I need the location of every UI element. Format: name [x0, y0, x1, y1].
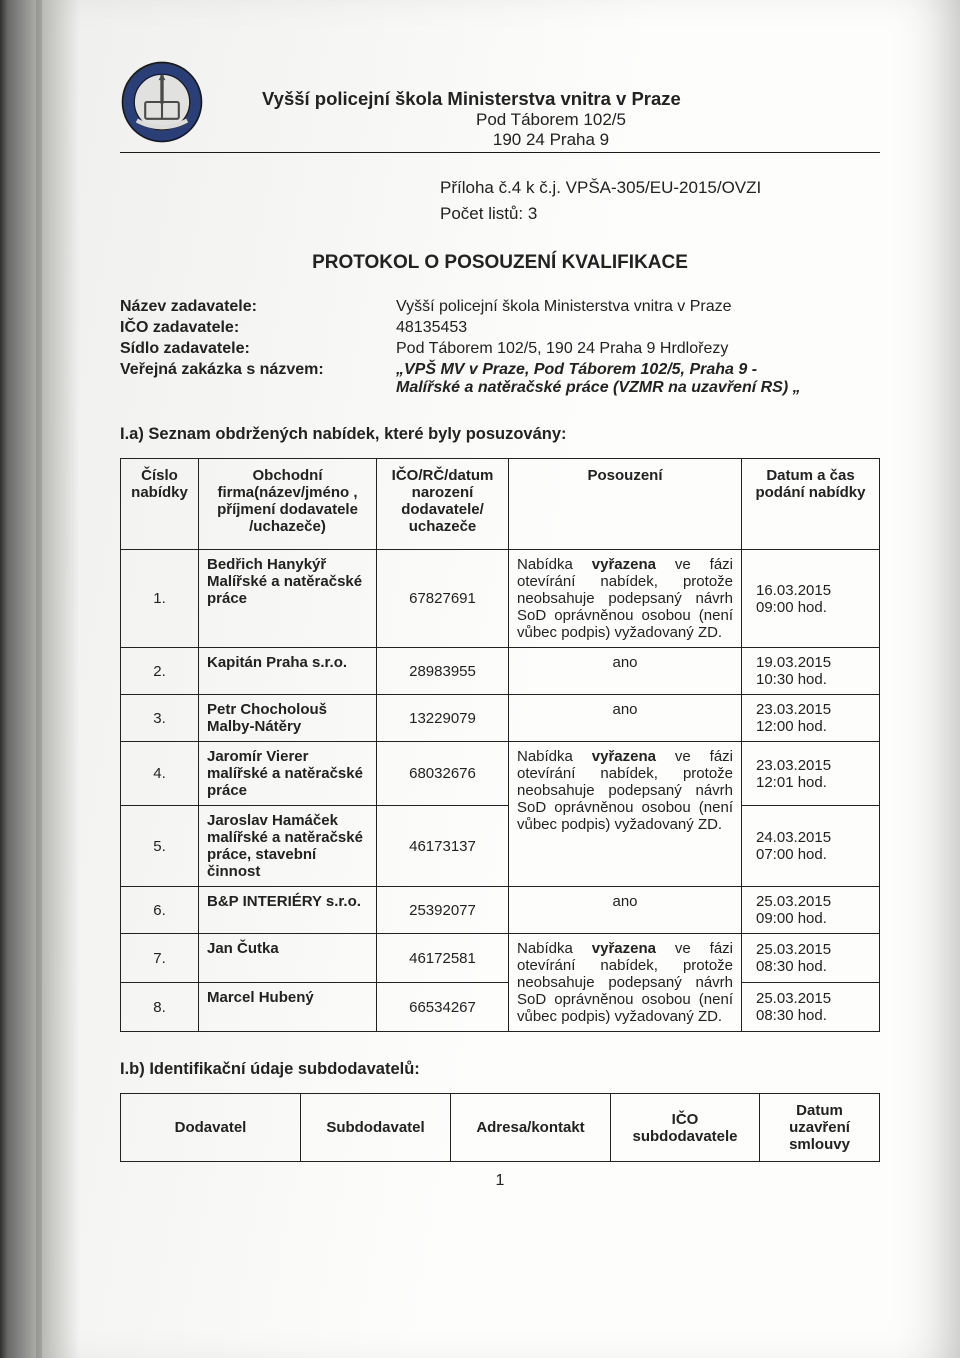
page-number: 1	[120, 1172, 880, 1190]
table-row: 3.Petr Chocholouš Malby-Nátěry13229079an…	[121, 695, 880, 742]
meta-label: Veřejná zakázka s názvem:	[120, 361, 380, 397]
contracting-authority-meta: Název zadavatele: Vyšší policejní škola …	[120, 298, 880, 397]
cell-number: 6.	[121, 887, 199, 934]
cell-firm: Jaromír Vierer malířské a natěračské prá…	[199, 742, 377, 806]
cell-firm: Marcel Hubený	[199, 983, 377, 1032]
table-row: 6.B&P INTERIÉRY s.r.o.25392077ano25.03.2…	[121, 887, 880, 934]
meta-label: Sídlo zadavatele:	[120, 340, 380, 358]
col-number: Číslo nabídky	[121, 459, 199, 550]
contract-name-line1: „VPŠ MV v Praze, Pod Táborem 102/5, Prah…	[396, 361, 757, 378]
table-row: 7.Jan Čutka46172581Nabídka vyřazena ve f…	[121, 934, 880, 983]
cell-assessment: Nabídka vyřazena ve fázi otevírání nabíd…	[509, 934, 742, 1032]
section-b-title: I.b) Identifikační údaje subdodavatelů:	[120, 1060, 880, 1079]
col-address: Adresa/kontakt	[451, 1094, 611, 1162]
col-contract-date: Datum uzavření smlouvy	[760, 1094, 880, 1162]
cell-assessment: Nabídka vyřazena ve fázi otevírání nabíd…	[509, 742, 742, 887]
table-row: 1.Bedřich Hanykýř Malířské a natěračské …	[121, 550, 880, 648]
cell-datetime: 24.03.201507:00 hod.	[742, 806, 880, 887]
cell-number: 3.	[121, 695, 199, 742]
meta-value: Vyšší policejní škola Ministerstva vnitr…	[396, 298, 880, 316]
cell-assessment: ano	[509, 887, 742, 934]
contract-name-line2: Malířské a natěračské práce (VZMR na uza…	[396, 379, 801, 396]
spine-line	[36, 0, 42, 1358]
col-datetime: Datum a čas podání nabídky	[742, 459, 880, 550]
col-supplier: Dodavatel	[121, 1094, 301, 1162]
cell-datetime: 23.03.201512:00 hod.	[742, 695, 880, 742]
table-header-row: Číslo nabídky Obchodní firma(název/jméno…	[121, 459, 880, 550]
letterhead-text: Vyšší policejní škola Ministerstva vnitr…	[222, 88, 880, 150]
cell-number: 7.	[121, 934, 199, 983]
meta-label: Název zadavatele:	[120, 298, 380, 316]
table-row: 2.Kapitán Praha s.r.o.28983955ano19.03.2…	[121, 648, 880, 695]
cell-ico: 46172581	[377, 934, 509, 983]
cell-firm: Jan Čutka	[199, 934, 377, 983]
cell-assessment: ano	[509, 648, 742, 695]
protocol-title: PROTOKOL O POSOUZENÍ KVALIFIKACE	[120, 252, 880, 274]
cell-firm: Jaroslav Hamáček malířské a natěračské p…	[199, 806, 377, 887]
spine-shadow	[0, 0, 80, 1358]
table-header-row: Dodavatel Subdodavatel Adresa/kontakt IČ…	[121, 1094, 880, 1162]
cell-ico: 67827691	[377, 550, 509, 648]
meta-value: Pod Táborem 102/5, 190 24 Praha 9 Hrdloř…	[396, 340, 880, 358]
section-a-title: I.a) Seznam obdržených nabídek, které by…	[120, 425, 880, 444]
cell-datetime: 19.03.201510:30 hod.	[742, 648, 880, 695]
cell-number: 1.	[121, 550, 199, 648]
cell-firm: Bedřich Hanykýř Malířské a natěračské pr…	[199, 550, 377, 648]
subcontractors-table: Dodavatel Subdodavatel Adresa/kontakt IČ…	[120, 1093, 880, 1162]
letterhead: Vyšší policejní škola Ministerstva vnitr…	[120, 60, 880, 153]
table-row: 8.Marcel Hubený66534267 25.03.201508:30 h…	[121, 983, 880, 1032]
attachment-line-1: Příloha č.4 k č.j. VPŠA-305/EU-2015/OVZI	[440, 175, 880, 201]
document-page: Vyšší policejní škola Ministerstva vnitr…	[0, 0, 960, 1358]
cell-assessment: ano	[509, 695, 742, 742]
meta-value: 48135453	[396, 319, 880, 337]
cell-ico: 13229079	[377, 695, 509, 742]
cell-firm: Kapitán Praha s.r.o.	[199, 648, 377, 695]
col-sub-ico: IČO subdodavatele	[611, 1094, 760, 1162]
cell-number: 5.	[121, 806, 199, 887]
col-assessment: Posouzení	[509, 459, 742, 550]
cell-ico: 46173137	[377, 806, 509, 887]
cell-assessment: Nabídka vyřazena ve fázi otevírání nabíd…	[509, 550, 742, 648]
attachment-line-2: Počet listů: 3	[440, 201, 880, 227]
cell-ico: 66534267	[377, 983, 509, 1032]
cell-number: 4.	[121, 742, 199, 806]
org-logo	[120, 60, 204, 144]
org-address-2: 190 24 Praha 9	[222, 130, 880, 150]
cell-datetime: 23.03.201512:01 hod.	[742, 742, 880, 806]
cell-datetime: 25.03.201509:00 hod.	[742, 887, 880, 934]
table-row: 5.Jaroslav Hamáček malířské a natěračské…	[121, 806, 880, 887]
org-name: Vyšší policejní škola Ministerstva vnitr…	[262, 88, 880, 110]
cell-firm: Petr Chocholouš Malby-Nátěry	[199, 695, 377, 742]
cell-datetime: 25.03.201508:30 hod.	[742, 934, 880, 983]
org-address-1: Pod Táborem 102/5	[222, 110, 880, 130]
col-subcontractor: Subdodavatel	[301, 1094, 451, 1162]
cell-number: 8.	[121, 983, 199, 1032]
col-ico: IČO/RČ/datum narození dodavatele/ uchaze…	[377, 459, 509, 550]
cell-datetime: 16.03.201509:00 hod.	[742, 550, 880, 648]
attachment-info: Příloha č.4 k č.j. VPŠA-305/EU-2015/OVZI…	[440, 175, 880, 226]
col-firm: Obchodní firma(název/jméno , příjmení do…	[199, 459, 377, 550]
cell-ico: 25392077	[377, 887, 509, 934]
table-row: 4.Jaromír Vierer malířské a natěračské p…	[121, 742, 880, 806]
cell-datetime: 25.03.201508:30 hod.	[742, 983, 880, 1032]
meta-value: „VPŠ MV v Praze, Pod Táborem 102/5, Prah…	[396, 361, 880, 397]
cell-ico: 28983955	[377, 648, 509, 695]
cell-number: 2.	[121, 648, 199, 695]
bids-table: Číslo nabídky Obchodní firma(název/jméno…	[120, 458, 880, 1032]
cell-ico: 68032676	[377, 742, 509, 806]
meta-label: IČO zadavatele:	[120, 319, 380, 337]
cell-firm: B&P INTERIÉRY s.r.o.	[199, 887, 377, 934]
